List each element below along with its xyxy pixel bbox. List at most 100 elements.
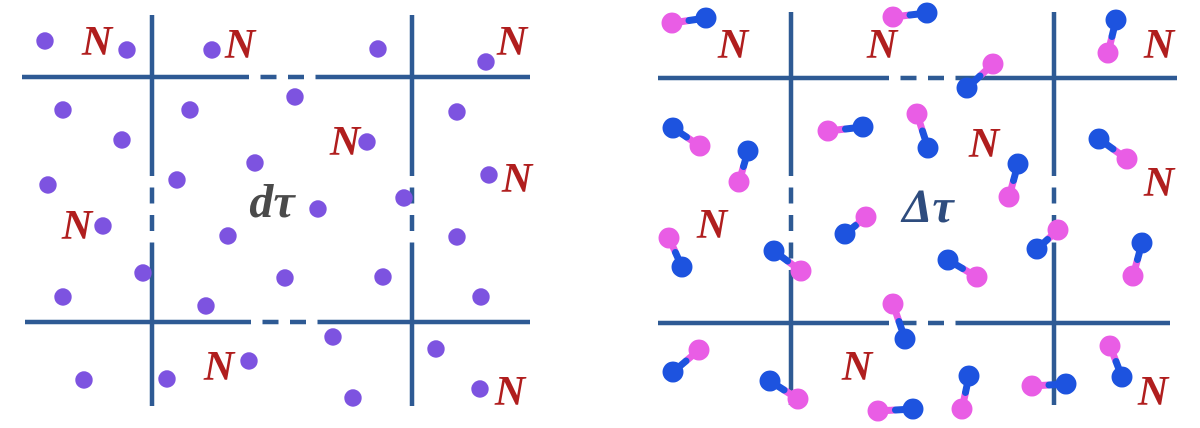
dimer-end-blue: [834, 223, 856, 245]
monomer-dot: [36, 32, 54, 50]
dimer-end-pink: [906, 103, 928, 125]
dimer-end-blue: [902, 398, 924, 420]
monomer-dot: [286, 88, 304, 106]
dimer: [817, 116, 874, 142]
monomer-dot: [448, 228, 466, 246]
dimer-end-pink: [1116, 148, 1138, 170]
dimer-end-blue: [737, 140, 759, 162]
monomer-dot: [54, 101, 72, 119]
dimer-end-blue: [1131, 232, 1153, 254]
monomer-dot: [395, 189, 413, 207]
dimer-panel: N N N N N N N N Δτ: [658, 2, 1177, 422]
dimer: [658, 227, 693, 278]
monomer-dot: [344, 389, 362, 407]
dimer-end-pink: [658, 227, 680, 249]
monomer-dot: [113, 131, 131, 149]
dimer: [763, 240, 812, 282]
n-label: N: [329, 119, 362, 165]
dimer: [1088, 128, 1138, 170]
n-label: N: [1143, 160, 1176, 206]
dimer: [662, 117, 711, 157]
dimer-end-pink: [966, 266, 988, 288]
monomer-dot: [309, 200, 327, 218]
dimer-end-blue: [671, 256, 693, 278]
monomer-dot: [240, 352, 258, 370]
dimer-end-blue: [956, 77, 978, 99]
grid-lines: [22, 15, 530, 406]
n-labels: N N N N N N N N: [61, 19, 534, 415]
dimer-end-blue: [1105, 9, 1127, 31]
monomer-dot: [276, 269, 294, 287]
dtau-label: dτ: [249, 175, 296, 228]
n-label: N: [81, 19, 114, 65]
dimer: [937, 249, 988, 288]
dimer-end-pink: [998, 186, 1020, 208]
monomer-dot: [219, 227, 237, 245]
monomer-dot: [39, 176, 57, 194]
dimer-end-pink: [1097, 42, 1119, 64]
dimer-end-pink: [787, 388, 809, 410]
dimer: [728, 140, 759, 193]
n-label: N: [61, 203, 94, 249]
monomer-dot: [197, 297, 215, 315]
dimer: [1097, 9, 1127, 64]
monomer-dot: [477, 53, 495, 71]
dimer: [759, 370, 809, 410]
n-label: N: [696, 202, 729, 248]
monomer-dot: [427, 340, 445, 358]
dimer-end-pink: [1099, 335, 1121, 357]
n-labels: N N N N N N N N: [696, 22, 1176, 415]
n-label: N: [494, 369, 527, 415]
monomer-dot: [358, 133, 376, 151]
dimer: [882, 2, 938, 28]
monomer-dot: [246, 154, 264, 172]
monomer-dots: [36, 32, 498, 407]
dimer-end-pink: [817, 120, 839, 142]
dimer-end-pink: [689, 135, 711, 157]
monomer-dot: [54, 288, 72, 306]
dimer-end-pink: [982, 53, 1004, 75]
dimer-end-blue: [695, 7, 717, 29]
dimer: [1122, 232, 1153, 287]
dimer-end-pink: [882, 6, 904, 28]
dimer-end-blue: [852, 116, 874, 138]
dimer-end-pink: [1021, 375, 1043, 397]
n-label: N: [968, 121, 1001, 167]
dimer-end-blue: [1026, 238, 1048, 260]
dimer-end-pink: [688, 339, 710, 361]
dimer-end-blue: [759, 370, 781, 392]
dimer: [1021, 373, 1077, 397]
dimer: [867, 398, 924, 422]
monomer-dot: [118, 41, 136, 59]
delta-tau-label: Δτ: [900, 180, 955, 233]
dimer: [834, 206, 877, 245]
n-label: N: [224, 22, 257, 68]
dimer: [1099, 335, 1133, 388]
monomer-dot: [480, 166, 498, 184]
monomer-dot: [448, 103, 466, 121]
dimer-end-blue: [662, 361, 684, 383]
monomer-dot: [75, 371, 93, 389]
n-label: N: [1143, 22, 1176, 68]
n-label: N: [496, 19, 529, 65]
dimer-end-pink: [951, 398, 973, 420]
dimer-end-blue: [662, 117, 684, 139]
dimer-end-blue: [916, 2, 938, 24]
n-label: N: [203, 344, 236, 390]
monomer-panel: N N N N N N N N dτ: [22, 15, 534, 415]
dimer-end-pink: [855, 206, 877, 228]
dimer: [661, 7, 717, 34]
n-label: N: [866, 22, 899, 68]
dimer-end-pink: [728, 171, 750, 193]
dimer: [882, 293, 916, 350]
monomer-dot: [324, 328, 342, 346]
n-label: N: [501, 156, 534, 202]
dimer-end-blue: [894, 328, 916, 350]
n-label: N: [841, 344, 874, 390]
dimer-end-blue: [763, 240, 785, 262]
dimer-end-blue: [937, 249, 959, 271]
dimer: [956, 53, 1004, 99]
dimer-end-blue: [917, 137, 939, 159]
monomer-dot: [472, 288, 490, 306]
